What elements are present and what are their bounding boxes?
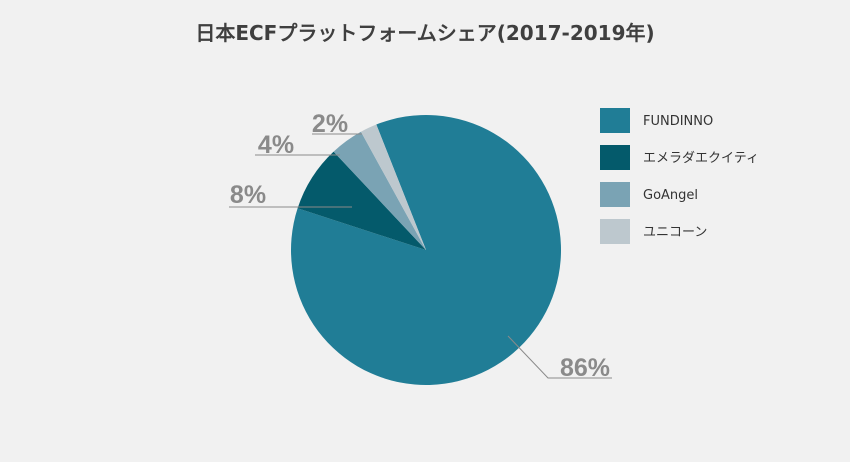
legend-label-4: ユニコーン [643, 225, 707, 240]
slice-label-2: 8% [230, 181, 266, 209]
chart-title: 日本ECFプラットフォームシェア(2017-2019年) [195, 21, 654, 45]
slice-label-4: 2% [312, 110, 348, 138]
slice-label-3: 4% [258, 131, 294, 159]
legend: FUNDINNO エメラダエクイティ GoAngel ユニコーン [600, 108, 759, 244]
slice-labels: 86% 8% 4% 2% [230, 110, 610, 382]
legend-swatch-3 [600, 182, 630, 207]
legend-swatch-1 [600, 108, 630, 133]
label-leaders [229, 133, 612, 379]
pie-slice-2 [297, 151, 426, 250]
legend-swatch-2 [600, 145, 630, 170]
pie-slice-4 [360, 124, 426, 250]
legend-label-3: GoAngel [643, 188, 698, 203]
pie-slices [291, 115, 561, 385]
leader-line-1 [507, 335, 612, 379]
pie-slice-3 [333, 131, 426, 250]
legend-label-2: エメラダエクイティ [643, 151, 759, 166]
legend-label-1: FUNDINNO [643, 114, 713, 129]
slice-label-1: 86% [560, 354, 610, 382]
legend-swatch-4 [600, 219, 630, 244]
